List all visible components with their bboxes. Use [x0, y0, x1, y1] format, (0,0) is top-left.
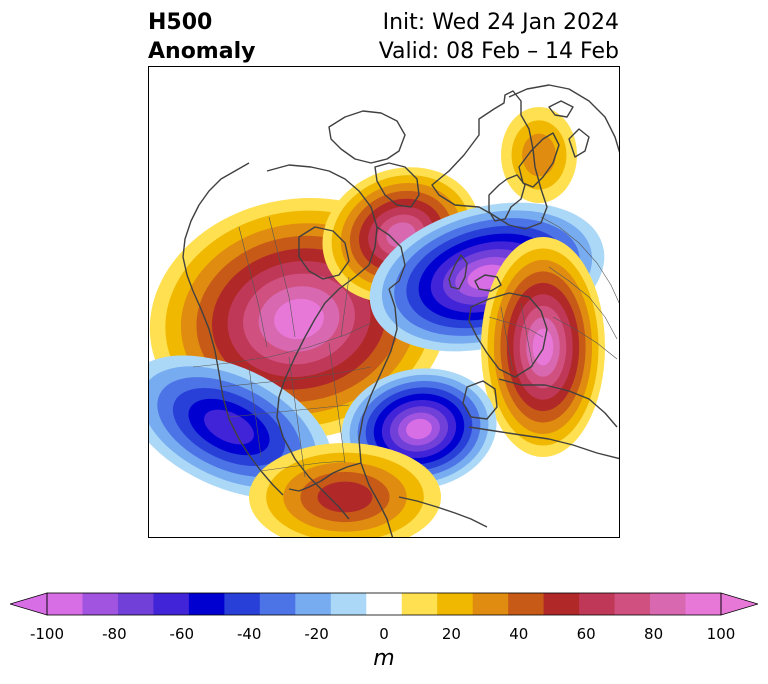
title-type: Anomaly: [148, 39, 256, 64]
colorbar-tick-label: -20: [304, 625, 329, 643]
colorbar-cell: [188, 593, 225, 615]
border-us-states-3: [248, 366, 262, 458]
border-europe-3: [520, 302, 534, 368]
border-us-canada: [192, 322, 372, 368]
colorbar-over-arrow: [720, 592, 758, 616]
coastline-baffin: [374, 162, 420, 208]
border-us-states-1: [218, 366, 372, 388]
colorbar-unit-label: m: [373, 646, 395, 671]
colorbar-cell: [401, 593, 438, 615]
colorbar-tick-label: 40: [509, 625, 529, 643]
colorbar-tick-label: 20: [441, 625, 461, 643]
colorbar-cells: [47, 593, 722, 615]
coastline-labrador: [376, 226, 406, 290]
map-panel: [148, 66, 620, 538]
anomaly-contour: [274, 298, 324, 340]
coastline-hudson-bay: [298, 226, 350, 280]
colorbar-tick-label: 0: [379, 625, 389, 643]
colorbar: [10, 592, 758, 616]
colorbar-cell: [330, 593, 367, 615]
colorbar-cell: [47, 593, 83, 615]
colorbar-cell: [153, 593, 190, 615]
coastline-scandinavia: [488, 174, 526, 222]
coastline-alaska: [182, 162, 250, 292]
coastline-siberia: [508, 84, 619, 153]
colorbar-cell: [259, 593, 296, 615]
border-canada-provinces-1: [238, 226, 268, 348]
border-canada-provinces-2: [268, 216, 296, 338]
colorbar-cell: [366, 593, 403, 615]
coastline-canadian-archipelago: [328, 110, 406, 164]
anomaly-field-layer: [149, 107, 605, 537]
colorbar-tick-label: -60: [169, 625, 195, 643]
colorbar-cell: [472, 593, 509, 615]
colorbar-tick-label: 60: [576, 625, 596, 643]
country-border-layer: [192, 216, 619, 478]
border-us-states-5: [328, 342, 346, 464]
colorbar-tick-label: -80: [102, 625, 127, 643]
coastline-iberia: [462, 380, 498, 420]
map-title-right: Init: Wed 24 Jan 2024 Valid: 08 Feb – 14…: [379, 8, 619, 66]
border-mexico: [260, 460, 346, 472]
title-valid: Valid: 08 Feb – 14 Feb: [378, 39, 619, 64]
coastline-north-america: [266, 164, 378, 520]
coastline-western-europe: [468, 292, 548, 378]
colorbar-cell: [614, 593, 651, 615]
border-russia-2: [548, 266, 618, 340]
border-us-states-2: [228, 404, 350, 418]
colorbar-cell: [117, 593, 154, 615]
colorbar-tick-label: 80: [644, 625, 664, 643]
colorbar-cell: [82, 593, 119, 615]
border-europe-2: [500, 306, 514, 372]
anomaly-contour: [406, 418, 432, 440]
anomaly-map: [149, 84, 619, 537]
title-variable: H500: [148, 10, 213, 35]
coastline-caribbean: [398, 496, 488, 528]
border-russia: [540, 216, 619, 304]
colorbar-under-arrow: [10, 592, 48, 616]
colorbar-cell: [579, 593, 615, 615]
coastline-norway: [518, 132, 560, 188]
colorbar-cell: [295, 593, 332, 615]
coastline-mediterranean: [498, 378, 618, 428]
coastline-bc-pacific: [192, 290, 284, 496]
border-russia-3: [552, 316, 618, 360]
border-us-states-4: [288, 356, 306, 478]
coastline-iceland: [474, 274, 502, 292]
coastline-florida-gulf: [288, 462, 362, 492]
colorbar-cell: [508, 593, 545, 615]
colorbar-cell: [437, 593, 474, 615]
coastline-british-isles: [448, 254, 468, 290]
coastline-layer: [182, 84, 619, 537]
coastline-novaya-zemlya: [568, 128, 590, 158]
title-init: Init: Wed 24 Jan 2024: [382, 10, 619, 35]
coastline-us-east: [358, 288, 398, 537]
colorbar-cell: [543, 593, 580, 615]
colorbar-cell: [224, 593, 261, 615]
colorbar-tick-label: 100: [706, 625, 736, 643]
border-europe-1: [488, 316, 544, 338]
coastline-north-africa: [468, 426, 619, 460]
anomaly-contour: [317, 481, 373, 513]
coastline-arctic-islands: [548, 100, 574, 118]
colorbar-cell: [685, 593, 722, 615]
colorbar-tick-label: -40: [236, 625, 262, 643]
anomaly-contour: [204, 409, 254, 445]
colorbar-outline: [46, 592, 722, 616]
map-title-left: H500 Anomaly: [148, 8, 255, 66]
colorbar-tick-label: -100: [29, 625, 65, 643]
anomaly-contour: [522, 133, 556, 177]
siberia-ridge: [501, 107, 577, 203]
border-canada-provinces-3: [340, 276, 350, 338]
colorbar-cell: [650, 593, 686, 615]
